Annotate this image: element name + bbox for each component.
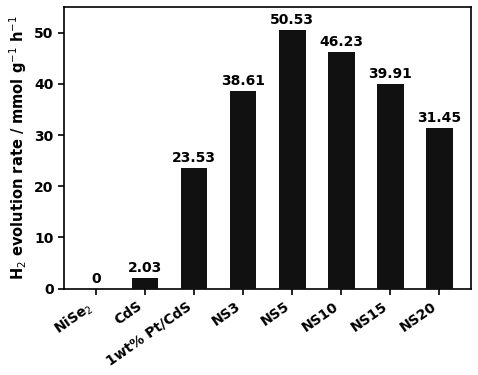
Text: 38.61: 38.61: [221, 74, 265, 88]
Bar: [181, 168, 207, 289]
Bar: [279, 30, 305, 289]
Bar: [131, 278, 159, 289]
Text: 23.53: 23.53: [172, 151, 216, 165]
Text: 50.53: 50.53: [270, 13, 314, 27]
Y-axis label: H$_2$ evolution rate / mmol g$^{-1}$ h$^{-1}$: H$_2$ evolution rate / mmol g$^{-1}$ h$^…: [7, 15, 29, 280]
Bar: [327, 52, 355, 289]
Text: 31.45: 31.45: [417, 111, 461, 125]
Bar: [425, 128, 453, 289]
Text: 46.23: 46.23: [319, 35, 363, 49]
Text: 39.91: 39.91: [368, 67, 412, 81]
Text: 2.03: 2.03: [128, 261, 162, 275]
Bar: [377, 84, 403, 289]
Text: 0: 0: [91, 272, 101, 286]
Bar: [229, 91, 257, 289]
